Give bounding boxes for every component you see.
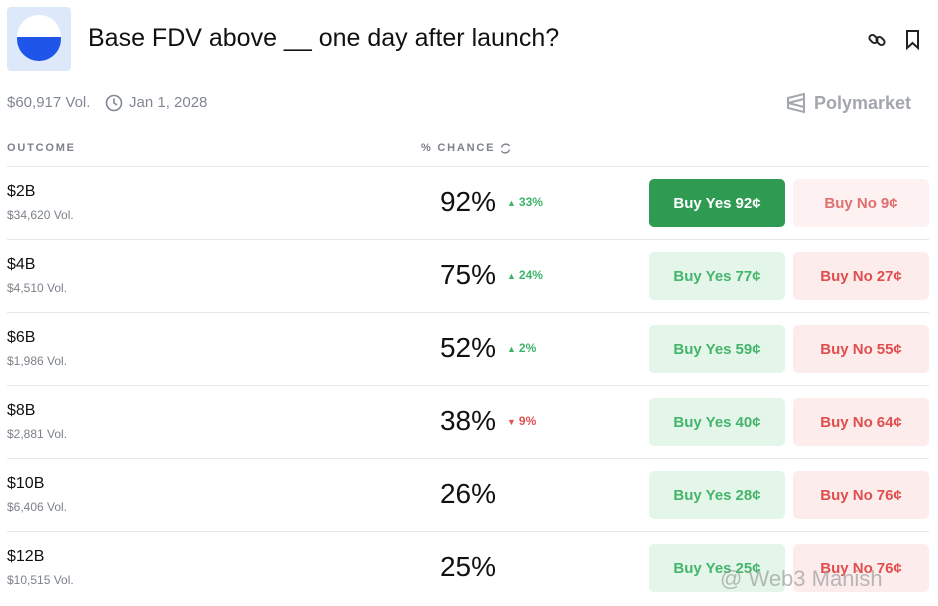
button-label: Buy No	[820, 340, 873, 358]
outcome-name: $2B	[7, 183, 36, 200]
chance-change: ▲ 2%	[507, 341, 536, 355]
buy-yes-button[interactable]: Buy Yes 28¢	[649, 471, 785, 519]
clock-icon	[105, 94, 123, 112]
buy-yes-button[interactable]: Buy Yes 59¢	[649, 325, 785, 373]
chance-change: ▲ 24%	[507, 268, 543, 282]
button-label: Buy Yes	[673, 340, 732, 358]
button-label: Buy Yes	[673, 486, 732, 504]
buy-yes-button[interactable]: Buy Yes 40¢	[649, 398, 785, 446]
button-label: Buy Yes	[673, 194, 732, 212]
buy-no-button[interactable]: Buy No 64¢	[793, 398, 929, 446]
buy-no-button[interactable]: Buy No 76¢	[793, 544, 929, 592]
market-title: Base FDV above __ one day after launch?	[88, 24, 560, 52]
outcome-volume: $6,406 Vol.	[7, 500, 68, 514]
no-price: 76¢	[876, 559, 902, 577]
outcome-volume: $1,986 Vol.	[7, 354, 68, 368]
outcome-name: $4B	[7, 256, 36, 273]
row-separator	[7, 312, 929, 313]
outcome-volume: $34,620 Vol.	[7, 208, 74, 222]
yes-price: 59¢	[735, 340, 761, 358]
column-header: % CHANCE	[421, 142, 496, 154]
buy-yes-button[interactable]: Buy Yes 25¢	[649, 544, 785, 592]
change-value: 2%	[518, 341, 537, 355]
yes-price: 77¢	[735, 267, 761, 285]
market-volume: $60,917 Vol.	[7, 94, 91, 111]
chance: 75%	[439, 259, 496, 290]
trend-arrow: ▼	[507, 417, 516, 427]
chance: 52%	[439, 332, 496, 363]
brand-logo	[787, 92, 805, 114]
button-label: Buy No	[824, 194, 877, 212]
chance-change: ▼ 9%	[507, 414, 536, 428]
trend-arrow: ▲	[507, 198, 516, 208]
row-separator	[7, 239, 929, 240]
chance-change: ▲ 33%	[507, 195, 543, 209]
change-value: 9%	[518, 414, 537, 428]
column-header: OUTCOME	[7, 142, 76, 154]
button-label: Buy No	[820, 559, 873, 577]
no-price: 76¢	[876, 486, 902, 504]
button-label: Buy No	[820, 413, 873, 431]
button-label: Buy Yes	[673, 413, 732, 431]
outcome-volume: $10,515 Vol.	[7, 573, 74, 587]
row-separator	[7, 458, 929, 459]
no-price: 27¢	[876, 267, 902, 285]
buy-no-button[interactable]: Buy No 76¢	[793, 471, 929, 519]
row-separator	[7, 531, 929, 532]
change-value: 24%	[518, 268, 543, 282]
outcome-name: $10B	[7, 475, 45, 492]
button-label: Buy Yes	[673, 559, 732, 577]
chance: 38%	[439, 405, 496, 436]
outcome-volume: $4,510 Vol.	[7, 281, 68, 295]
yes-price: 92¢	[735, 194, 761, 212]
buy-no-button[interactable]: Buy No 27¢	[793, 252, 929, 300]
yes-price: 25¢	[735, 559, 761, 577]
chance: 25%	[439, 551, 496, 582]
row-separator	[7, 166, 929, 167]
chance: 92%	[439, 186, 496, 217]
bookmark-icon[interactable]	[903, 29, 923, 51]
row-separator	[7, 385, 929, 386]
watermark: @ Web3 Manish	[720, 566, 883, 591]
link-icon[interactable]	[866, 29, 888, 51]
brand-name: Polymarket	[814, 93, 912, 113]
buy-yes-button[interactable]: Buy Yes 92¢	[649, 179, 785, 227]
trend-arrow: ▲	[507, 271, 516, 281]
market-icon	[7, 7, 71, 71]
button-label: Buy No	[820, 486, 873, 504]
yes-price: 40¢	[735, 413, 761, 431]
chance: 26%	[439, 478, 496, 509]
yes-price: 28¢	[735, 486, 761, 504]
no-price: 9¢	[880, 194, 898, 212]
icon-graphic	[17, 15, 61, 61]
buy-no-button[interactable]: Buy No 55¢	[793, 325, 929, 373]
change-value: 33%	[518, 195, 543, 209]
buy-yes-button[interactable]: Buy Yes 77¢	[649, 252, 785, 300]
outcome-volume: $2,881 Vol.	[7, 427, 68, 441]
outcome-name: $8B	[7, 402, 36, 419]
end-date: Jan 1, 2028	[129, 94, 208, 111]
trend-arrow: ▲	[507, 344, 516, 354]
outcome-name: $6B	[7, 329, 36, 346]
no-price: 64¢	[876, 413, 902, 431]
button-label: Buy No	[820, 267, 873, 285]
buy-no-button[interactable]: Buy No 9¢	[793, 179, 929, 227]
button-label: Buy Yes	[673, 267, 732, 285]
refresh-icon[interactable]	[499, 142, 512, 155]
no-price: 55¢	[876, 340, 902, 358]
outcome-name: $12B	[7, 548, 45, 565]
